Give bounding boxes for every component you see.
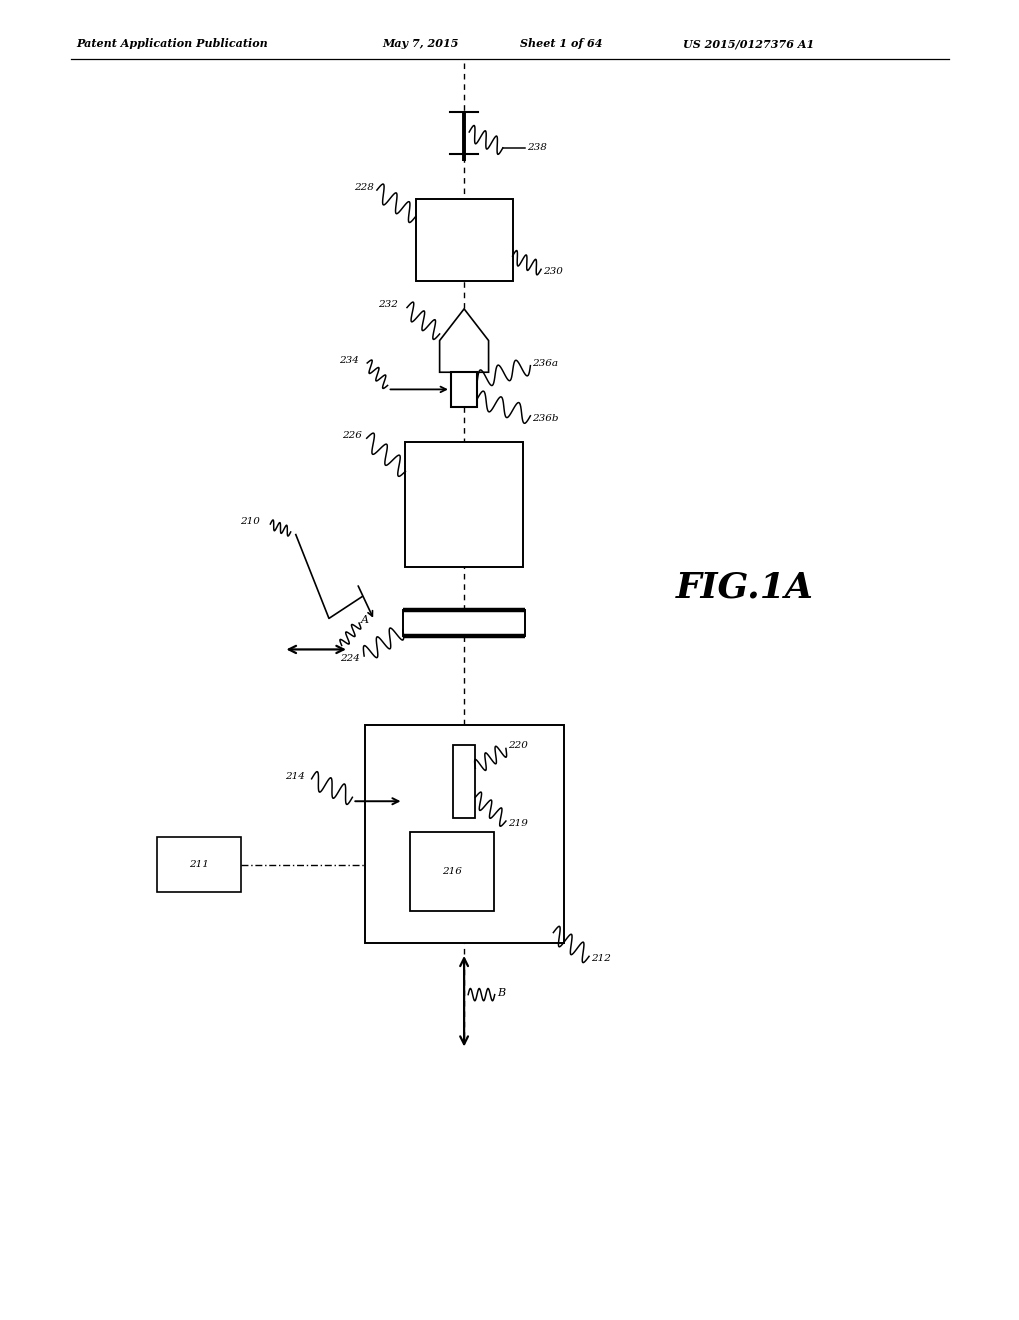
Bar: [406, 441, 523, 568]
Text: 211: 211: [189, 861, 209, 869]
Text: 238: 238: [527, 144, 546, 152]
Text: 230: 230: [543, 268, 562, 276]
Text: FIG.1A: FIG.1A: [675, 570, 813, 605]
Text: 234: 234: [338, 356, 358, 364]
Bar: [452, 744, 475, 818]
Bar: [157, 837, 240, 892]
Bar: [450, 372, 477, 407]
Text: A: A: [361, 615, 369, 626]
Text: 220: 220: [507, 742, 527, 750]
Text: 210: 210: [239, 517, 259, 525]
Bar: [410, 832, 493, 911]
Text: US 2015/0127376 A1: US 2015/0127376 A1: [683, 38, 814, 49]
Bar: [403, 610, 525, 636]
Text: Patent Application Publication: Patent Application Publication: [76, 38, 268, 49]
Text: 224: 224: [339, 655, 359, 663]
Text: 236a: 236a: [532, 359, 557, 367]
Text: 216: 216: [441, 867, 462, 875]
Text: B: B: [496, 989, 504, 998]
Bar: [365, 726, 564, 942]
Bar: [416, 199, 513, 281]
Text: 228: 228: [355, 183, 374, 191]
Text: 236b: 236b: [532, 414, 558, 422]
Text: May 7, 2015: May 7, 2015: [382, 38, 459, 49]
Text: 214: 214: [285, 772, 305, 780]
Text: 219: 219: [507, 820, 527, 828]
Text: 226: 226: [342, 432, 362, 440]
Text: Sheet 1 of 64: Sheet 1 of 64: [520, 38, 602, 49]
Text: 232: 232: [378, 301, 397, 309]
Text: 212: 212: [591, 954, 610, 964]
Polygon shape: [439, 309, 488, 372]
